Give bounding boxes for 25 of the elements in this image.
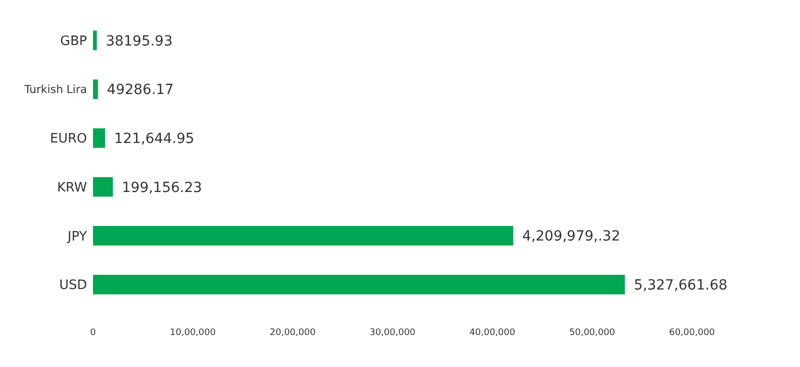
bar — [93, 79, 98, 100]
data-label: 49286.17 — [106, 82, 174, 98]
x-tick-label: 30,00,000 — [370, 328, 416, 338]
bar — [93, 274, 625, 294]
data-label: 5,327,661.68 — [634, 277, 728, 294]
bar — [93, 30, 97, 50]
bar — [93, 128, 106, 148]
x-tick-label: 50,00,000 — [569, 328, 616, 338]
data-label: 121,644.95 — [114, 130, 194, 147]
data-label: 38195.93 — [106, 33, 173, 50]
x-tick-label: 10,00,000 — [170, 328, 216, 338]
data-label: 199,156.23 — [122, 180, 202, 196]
y-tick-label: JPY — [66, 229, 88, 244]
y-tick-label: Turkish Lira — [23, 83, 87, 96]
y-tick-label: KRW — [57, 180, 88, 196]
y-tick-label: GBP — [60, 34, 88, 49]
x-tick-label: 0 — [90, 328, 96, 338]
bar — [93, 177, 113, 197]
data-label: 4,209,979,.32 — [522, 228, 620, 245]
x-tick-label: 40,00,000 — [469, 328, 516, 338]
x-tick-label: 20,00,000 — [270, 328, 316, 338]
x-tick-label: 60,00,000 — [669, 328, 716, 338]
bar — [93, 226, 514, 246]
y-tick-label: EURO — [50, 132, 87, 147]
y-tick-label: USD — [59, 278, 87, 294]
